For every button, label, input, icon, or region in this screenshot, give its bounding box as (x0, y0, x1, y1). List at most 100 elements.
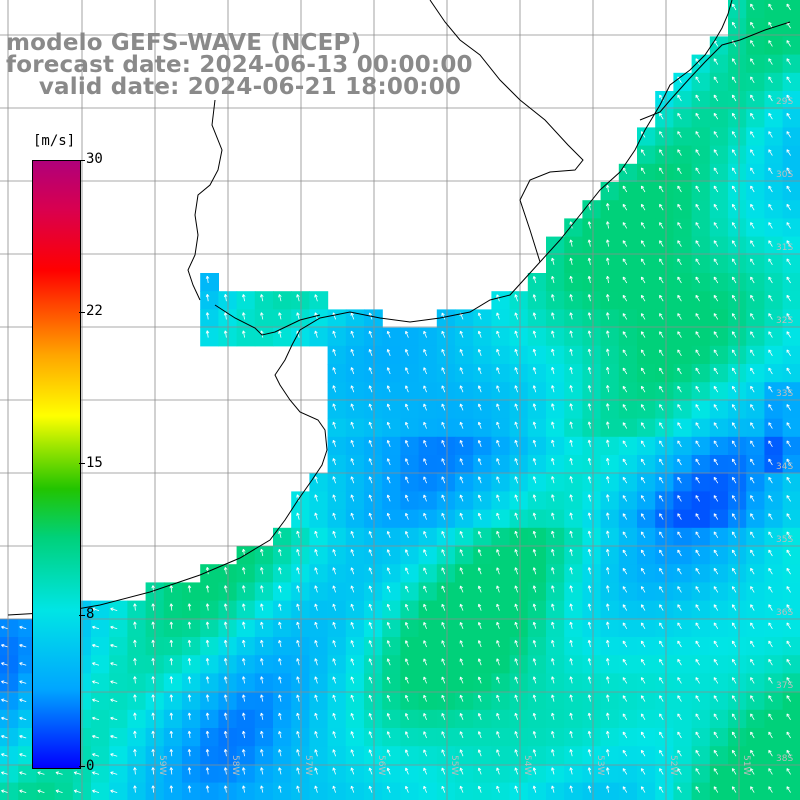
wind-arrow (477, 421, 482, 429)
wind-cell (382, 728, 401, 747)
wind-arrow (659, 367, 664, 375)
wind-cell (746, 291, 765, 310)
wind-cell (691, 345, 711, 365)
wind-cell (418, 382, 438, 401)
wind-cell (200, 728, 219, 747)
wind-cell (673, 145, 693, 165)
title-model: modelo GEFS-WAVE (NCEP) (6, 30, 362, 56)
wind-cell (673, 782, 693, 800)
wind-cell (254, 709, 274, 729)
wind-arrow (368, 640, 373, 648)
wind-cell (782, 436, 800, 456)
wind-arrow (205, 639, 210, 648)
wind-arrow (386, 767, 391, 775)
wind-arrow (622, 658, 628, 666)
wind-cell (455, 746, 474, 765)
wind-arrow (768, 367, 773, 375)
wind-cell (564, 546, 583, 565)
wind-arrow (19, 716, 27, 721)
wind-arrow (423, 549, 427, 557)
wind-cell (782, 345, 800, 365)
wind-cell (782, 691, 800, 711)
wind-arrow (368, 530, 373, 538)
wind-arrow (659, 713, 664, 721)
wind-arrow (551, 548, 555, 557)
wind-arrow (640, 768, 646, 775)
wind-cell (364, 309, 383, 329)
wind-arrow (423, 658, 427, 666)
wind-cell (746, 728, 765, 747)
wind-cell (400, 491, 420, 511)
wind-cell (637, 491, 656, 511)
wind-cell (728, 91, 747, 110)
wind-cell (655, 455, 674, 474)
wind-cell (728, 109, 747, 128)
wind-arrow (314, 749, 318, 757)
wind-arrow (569, 366, 573, 375)
wind-arrow (695, 622, 700, 630)
wind-arrow (350, 585, 355, 593)
wind-cell (691, 218, 711, 238)
wind-cell (400, 582, 420, 602)
wind-cell (673, 491, 693, 511)
wind-arrow (695, 185, 700, 193)
wind-arrow (260, 548, 264, 557)
wind-cell (728, 163, 747, 183)
wind-arrow (622, 531, 628, 539)
wind-arrow (260, 767, 264, 775)
wind-arrow (223, 585, 228, 593)
wind-arrow (296, 294, 300, 302)
wind-cell (91, 691, 110, 711)
wind-cell (691, 182, 711, 201)
wind-arrow (350, 439, 355, 447)
wind-arrow (551, 785, 555, 793)
wind-arrow (750, 76, 755, 84)
wind-cell (637, 127, 656, 147)
wind-cell (0, 764, 19, 784)
wind-arrow (659, 749, 664, 757)
wind-arrow (223, 312, 228, 320)
wind-arrow (677, 185, 682, 193)
wind-arrow (477, 312, 482, 320)
wind-cell (473, 600, 492, 620)
wind-cell (582, 582, 602, 602)
wind-arrow (92, 771, 100, 775)
wind-arrow (713, 531, 719, 539)
wind-arrow (768, 731, 773, 739)
latitude-label: 30S (776, 170, 793, 180)
wind-cell (691, 728, 711, 747)
wind-cell (637, 291, 656, 310)
wind-arrow (587, 275, 592, 284)
wind-arrow (640, 203, 646, 211)
wind-cell (709, 709, 729, 729)
wind-cell (728, 254, 747, 274)
wind-cell (418, 527, 438, 547)
wind-arrow (677, 240, 682, 247)
wind-cell (509, 691, 529, 711)
wind-arrow (332, 658, 336, 666)
wind-cell (273, 782, 292, 800)
wind-arrow (731, 3, 737, 11)
wind-arrow (350, 312, 355, 320)
wind-arrow (441, 476, 446, 484)
wind-cell (345, 527, 365, 547)
wind-cell (600, 691, 620, 711)
wind-cell (527, 673, 547, 693)
wind-arrow (569, 785, 573, 793)
wind-arrow (768, 440, 773, 448)
wind-arrow (659, 622, 664, 630)
title-valid-date: valid date: 2024-06-21 18:00:00 (6, 74, 462, 100)
wind-cell (509, 364, 529, 383)
wind-cell (0, 782, 19, 800)
wind-cell (436, 327, 456, 347)
wind-arrow (750, 458, 755, 466)
wind-arrow (677, 604, 682, 611)
wind-cell (728, 564, 747, 583)
wind-arrow (205, 603, 210, 611)
wind-arrow (713, 658, 719, 666)
wind-arrow (169, 621, 174, 629)
wind-arrow (713, 404, 719, 411)
wind-arrow (332, 494, 336, 502)
wind-cell (691, 546, 711, 565)
wind-cell (455, 691, 474, 711)
